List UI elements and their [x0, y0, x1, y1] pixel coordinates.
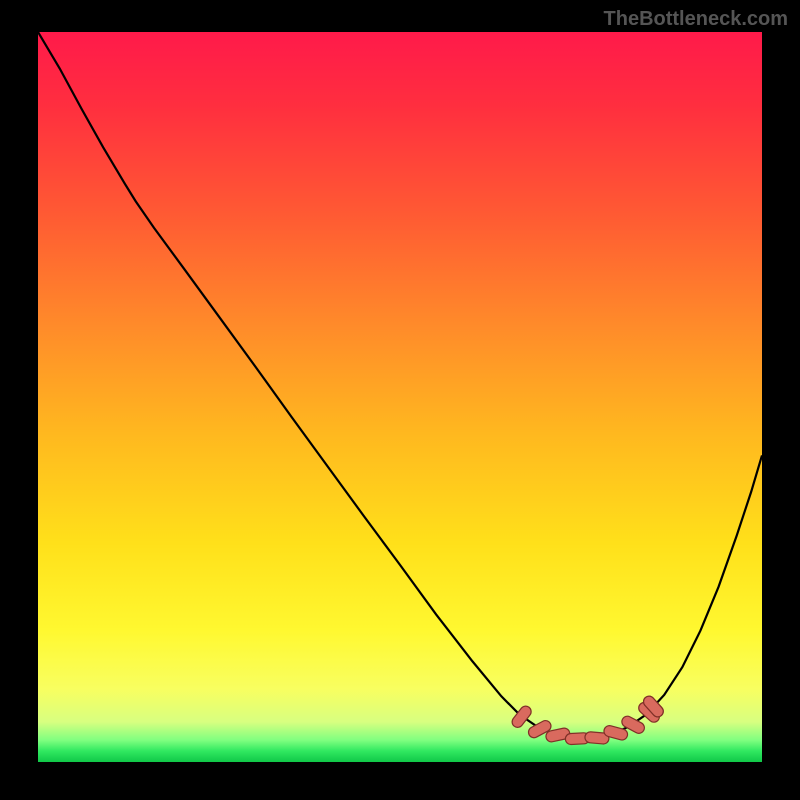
plot-area: [38, 32, 762, 762]
optimal-range-markers: [38, 32, 762, 762]
chart-container: TheBottleneck.com: [0, 0, 800, 800]
watermark-text: TheBottleneck.com: [604, 8, 788, 31]
